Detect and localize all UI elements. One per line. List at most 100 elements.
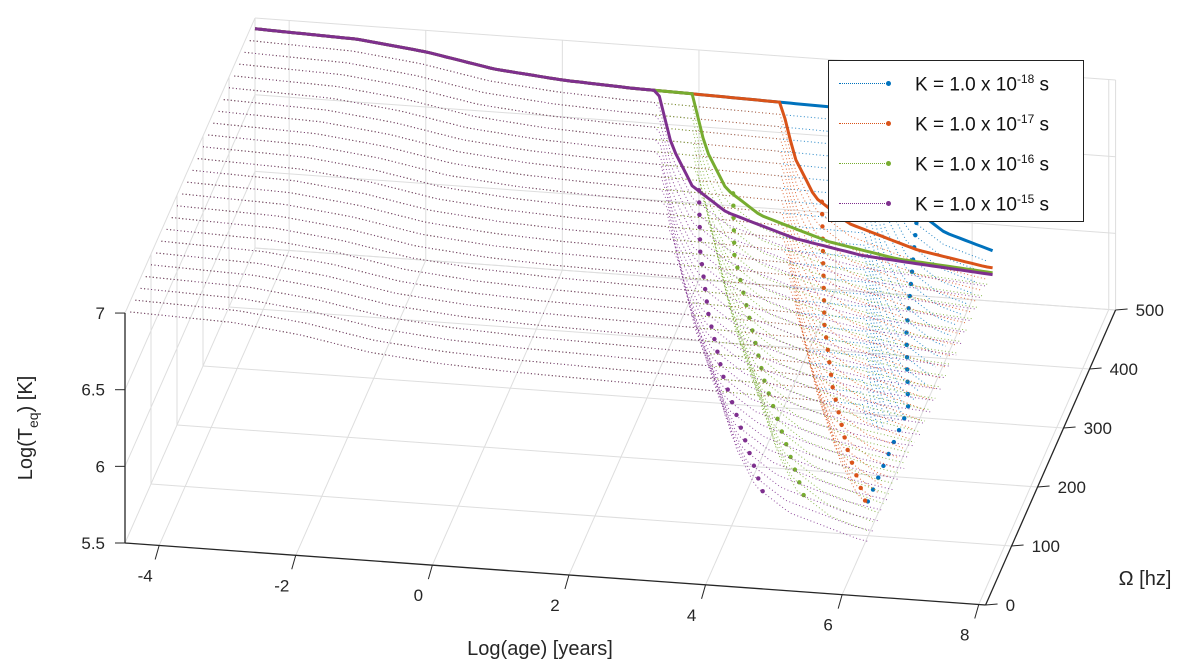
data-point-marker — [905, 379, 910, 384]
series-curve — [140, 287, 879, 430]
series-curve — [130, 311, 869, 504]
series-curve — [150, 264, 889, 495]
data-point-marker — [732, 252, 737, 258]
floor-gridline — [176, 424, 1038, 488]
legend-item[interactable]: K = 1.0 x 10-16 s — [829, 149, 1083, 179]
x-tick-label: -4 — [138, 566, 153, 585]
side-wall-gridline — [124, 94, 256, 390]
data-point-marker — [783, 442, 789, 447]
series-curve — [171, 217, 910, 440]
series-curve — [176, 205, 915, 443]
data-point-marker — [845, 447, 850, 453]
y-tick-mark — [1063, 426, 1076, 429]
y-tick-mark — [1011, 544, 1024, 547]
y-tick-mark — [1115, 308, 1128, 311]
z-axis-label-sub: eq — [25, 412, 41, 428]
data-point-marker — [825, 347, 830, 353]
series-curve — [145, 276, 884, 487]
series-curve — [254, 27, 993, 277]
data-point-marker — [797, 480, 802, 485]
legend-swatch — [839, 119, 891, 129]
x-tick-label: 0 — [414, 586, 423, 605]
data-point-marker — [731, 215, 736, 221]
y-axis-line — [984, 309, 1117, 606]
x-tick-mark — [154, 545, 160, 560]
data-point-marker — [854, 473, 859, 478]
data-point-marker — [731, 203, 736, 208]
legend-item[interactable]: K = 1.0 x 10-18 s — [829, 69, 1083, 99]
data-point-marker — [699, 261, 705, 267]
data-point-marker — [849, 460, 855, 465]
legend-label: K = 1.0 x 10-16 s — [915, 151, 1050, 176]
data-point-marker — [744, 303, 749, 308]
legend-item[interactable]: K = 1.0 x 10-15 s — [829, 189, 1083, 219]
data-point-marker — [709, 324, 714, 329]
data-point-marker — [904, 342, 909, 348]
legend-label: K = 1.0 x 10-18 s — [915, 71, 1050, 96]
y-tick-label: 400 — [1110, 360, 1138, 379]
data-point-marker — [741, 290, 746, 295]
data-point-marker — [701, 274, 706, 279]
series-curve — [213, 122, 952, 357]
series-curve — [150, 264, 890, 425]
data-point-marker — [779, 429, 785, 434]
data-point-marker — [902, 416, 907, 421]
series-curve — [208, 134, 946, 379]
series-curve — [145, 276, 884, 511]
data-point-marker — [913, 232, 918, 238]
data-point-marker — [775, 416, 780, 422]
data-point-marker — [766, 391, 771, 396]
data-point-marker — [756, 353, 761, 358]
data-point-marker — [822, 322, 827, 328]
series-curve — [223, 99, 962, 343]
data-point-marker — [828, 372, 834, 377]
data-point-marker — [821, 261, 826, 266]
z-axis-label: Log(Teq) [K] — [15, 376, 41, 481]
series-curve — [197, 158, 936, 402]
x-tick-label: 4 — [687, 606, 696, 625]
floor-gridline — [150, 483, 1012, 547]
x-axis-label: Log(age) [years] — [467, 638, 613, 660]
data-point-marker — [792, 467, 798, 472]
series-curve — [156, 252, 894, 484]
floor-gridline — [841, 299, 973, 595]
series-curve — [171, 217, 910, 454]
series-curve — [192, 169, 931, 411]
series-curve — [176, 205, 915, 401]
data-point-marker — [820, 224, 825, 229]
side-wall-gridline — [124, 247, 256, 544]
y-axis-label: Ω [hz] — [1119, 568, 1172, 590]
data-point-marker — [886, 451, 891, 457]
floor-gridline — [978, 309, 1110, 605]
data-point-marker — [819, 211, 825, 217]
y-tick-label: 500 — [1136, 301, 1164, 320]
data-point-marker — [731, 228, 737, 233]
data-point-marker — [788, 454, 793, 460]
series-curve — [208, 134, 946, 377]
data-point-marker — [820, 248, 826, 254]
data-point-marker — [858, 485, 863, 491]
series-curve — [187, 181, 926, 422]
series-curve — [150, 264, 889, 501]
axes: -4 -2 0 2 4 6 8 0 100 200 300 400 500 5.5 6 6.5 7 — [81, 301, 1164, 645]
data-point-marker — [704, 299, 709, 304]
data-point-marker — [696, 187, 702, 193]
series-curve — [156, 252, 895, 423]
data-point-marker — [907, 293, 912, 299]
side-wall-gridline — [124, 17, 256, 314]
x-tick-mark — [291, 555, 297, 570]
data-point-marker — [823, 335, 829, 340]
series-curve — [135, 299, 874, 532]
data-point-marker — [801, 492, 806, 498]
series-curve — [192, 169, 931, 400]
legend-item[interactable]: K = 1.0 x 10-17 s — [829, 109, 1083, 139]
z-tick-label: 7 — [96, 304, 105, 323]
series-curves — [130, 27, 994, 542]
series-curve — [171, 217, 910, 458]
z-tick-label: 5.5 — [81, 534, 105, 553]
series-curve — [161, 240, 900, 474]
data-point-marker — [842, 435, 847, 440]
legend-swatch — [839, 79, 891, 89]
series-curve — [135, 299, 874, 523]
legend-label: K = 1.0 x 10-17 s — [915, 111, 1050, 136]
